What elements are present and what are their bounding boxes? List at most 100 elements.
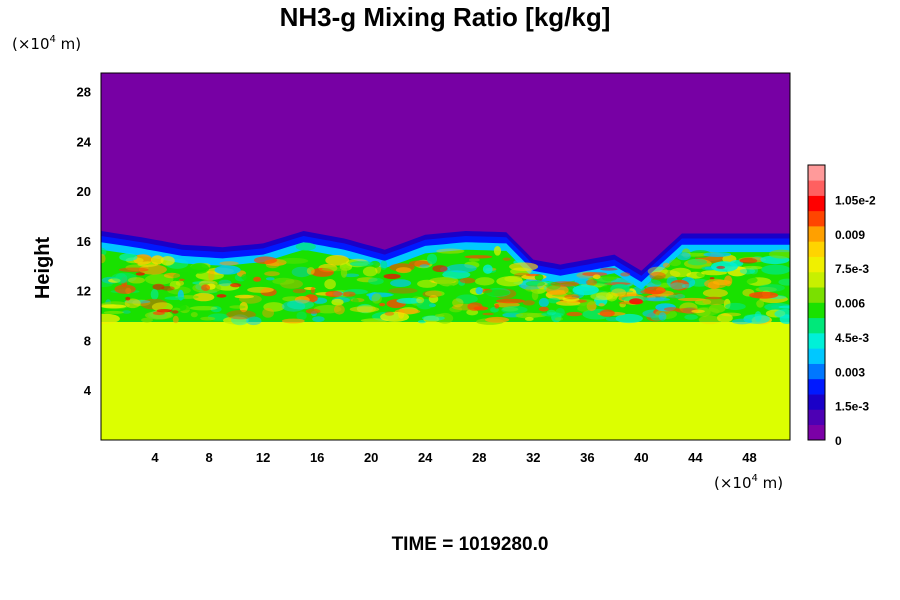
mix-texture-blob [541, 312, 564, 317]
mix-hot-streak [716, 265, 726, 269]
mix-texture-blob [556, 300, 581, 306]
mix-texture-blob [493, 246, 502, 256]
mix-texture-blob [124, 298, 141, 309]
mix-texture-blob [241, 273, 252, 281]
mix-texture-blob [234, 294, 254, 299]
mix-texture-blob [151, 255, 164, 265]
mix-texture-blob [725, 302, 746, 311]
y-tick-label: 4 [84, 383, 92, 398]
x-tick-label: 48 [742, 450, 756, 465]
mix-texture-blob [425, 290, 445, 297]
mix-texture-blob [138, 264, 167, 275]
mix-texture-blob [547, 297, 560, 304]
mix-texture-blob [169, 280, 181, 290]
mix-texture-blob [670, 279, 690, 291]
mix-hot-streak [156, 309, 173, 313]
mix-texture-blob [681, 284, 692, 289]
mix-texture-blob [758, 284, 785, 292]
mix-hot-streak [704, 296, 723, 300]
mix-texture-blob [721, 312, 741, 317]
mix-hot-streak [201, 284, 211, 292]
mix-hot-streak [647, 290, 664, 295]
mix-texture-blob [214, 265, 241, 275]
mix-texture-blob [111, 272, 137, 283]
mix-texture-blob [324, 279, 336, 290]
mix-texture-blob [291, 266, 312, 278]
mix-texture-blob [172, 315, 179, 324]
x-tick-label: 12 [256, 450, 270, 465]
mix-texture-blob [768, 249, 790, 259]
mix-texture-blob [687, 258, 707, 266]
mix-texture-blob [395, 267, 412, 274]
mix-hot-streak [432, 265, 448, 273]
mix-texture-blob [265, 277, 275, 281]
mix-texture-blob [434, 313, 445, 318]
mix-texture-blob [294, 296, 310, 304]
mix-texture-blob [649, 271, 666, 280]
mix-texture-blob [229, 305, 246, 309]
mix-hot-streak [566, 311, 583, 317]
mix-texture-blob [592, 277, 613, 286]
mix-hot-streak [459, 277, 476, 284]
mix-hot-streak [305, 308, 321, 314]
mix-texture-blob [577, 305, 591, 312]
mix-texture-blob [594, 295, 608, 307]
mix-texture-blob [774, 309, 790, 319]
colorbar-segment [808, 241, 825, 257]
mix-texture-blob [662, 262, 671, 268]
mix-texture-blob [200, 316, 216, 321]
mix-texture-blob [371, 293, 382, 304]
mix-texture-blob [669, 267, 692, 278]
mix-texture-blob [321, 267, 350, 272]
mix-texture-blob [524, 316, 534, 321]
mix-texture-blob [592, 274, 601, 280]
mix-texture-blob [691, 309, 705, 313]
mix-texture-blob [144, 274, 174, 285]
mix-hot-streak [709, 277, 715, 280]
colorbar-tick-label: 0.009 [835, 228, 865, 242]
mix-texture-blob [449, 306, 463, 313]
mix-texture-blob [764, 303, 790, 311]
colorbar-segment [808, 363, 825, 380]
mix-hot-streak [473, 306, 489, 311]
mix-texture-blob [615, 313, 643, 324]
x-tick-label: 28 [472, 450, 486, 465]
mix-texture-blob [334, 304, 345, 315]
colorbar-segment [808, 287, 825, 303]
mix-texture-blob [101, 304, 127, 309]
colorbar-tick-label: 0.003 [835, 365, 865, 379]
mix-texture-blob [525, 280, 545, 287]
mix-texture-blob [474, 277, 495, 286]
mix-texture-blob [582, 272, 608, 277]
mix-texture-blob [380, 311, 410, 322]
colorbar-frame [807, 164, 826, 441]
mix-texture-blob [119, 253, 138, 262]
mix-texture-blob [380, 260, 388, 271]
mix-texture-blob [749, 291, 779, 299]
colorbar-tick-label: 7.5e-3 [835, 262, 869, 276]
y-tick-label: 12 [77, 284, 91, 299]
mix-texture-blob [388, 287, 418, 294]
y-axis-label: Height [32, 237, 54, 300]
mix-texture-blob [502, 257, 511, 261]
mix-texture-blob [101, 253, 106, 264]
mix-texture-blob [538, 306, 549, 312]
mix-texture-blob [246, 316, 262, 326]
mix-texture-blob [218, 279, 232, 287]
colorbar-segment [808, 302, 825, 319]
mix-texture-blob [689, 250, 712, 258]
mix-texture-blob [281, 318, 305, 324]
colorbar-segment [808, 394, 825, 410]
colorbar-segment [808, 226, 825, 242]
mix-texture-blob [676, 252, 691, 261]
mix-texture-blob [709, 303, 726, 313]
mix-hot-streak [482, 312, 494, 316]
mix-texture-blob [678, 297, 706, 302]
mix-texture-blob [128, 277, 145, 284]
mix-texture-blob [349, 306, 380, 313]
mix-texture-blob [704, 278, 728, 289]
mix-hot-streak [325, 290, 343, 298]
mix-texture-blob [531, 290, 539, 301]
mix-texture-blob [546, 281, 561, 290]
